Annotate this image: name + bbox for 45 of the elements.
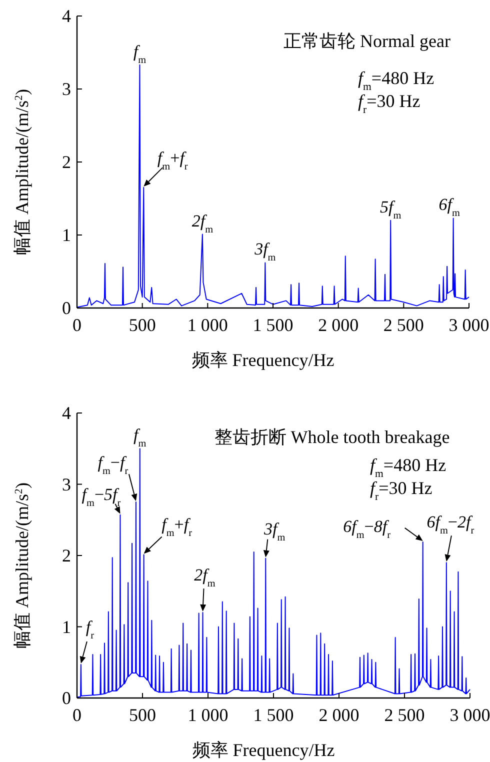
x-tick-label: 2 000 (318, 705, 360, 725)
x-tick-label: 3 000 (450, 705, 490, 725)
annotation: 2f$_{m}$ (192, 211, 214, 235)
annotation: 2f$_{m}$ (194, 566, 216, 589)
annotation: 5f$_{m}$ (380, 197, 402, 221)
annotation: f$_{m}$ (133, 42, 146, 66)
annotation: 3f$_{m}$ (254, 240, 276, 264)
text: 整齿折断 Whole tooth breakage (214, 427, 450, 447)
x-tick-label: 3 000 (448, 315, 490, 335)
y-tick-label: 0 (62, 688, 71, 708)
x-tick-label: 2 000 (318, 315, 359, 335)
y-tick-label: 2 (62, 546, 71, 566)
annotation: f$_{r}$=30 Hz (358, 91, 420, 116)
annotation: 6f$_{m}$−2f$_{r}$ (426, 512, 475, 536)
y-tick-label: 4 (62, 403, 71, 423)
x-tick-label: 1 000 (187, 315, 228, 335)
y-tick-label: 2 (62, 152, 71, 172)
x-tick-label: 1 500 (252, 315, 294, 335)
annotation: 6f$_{m}$−8f$_{r}$ (343, 516, 392, 540)
y-tick-label: 1 (62, 225, 71, 245)
annotation: f$_{m}$+f$_{r}$ (162, 514, 193, 538)
x-tick-label: 1 000 (188, 705, 228, 725)
annotation: f$_{m}$ (134, 426, 146, 450)
annotation: f$_{m}$=480 Hz (358, 68, 434, 93)
x-axis-title: 频率 Frequency/Hz (192, 350, 334, 370)
annotation: f$_{m}$=480 Hz (370, 455, 446, 480)
y-tick-label: 1 (62, 616, 71, 637)
annotation: 3f$_{m}$ (263, 519, 286, 543)
annotation: f$_{m}$−f$_{r}$ (98, 453, 129, 477)
y-tick-label: 3 (62, 79, 71, 99)
x-tick-label: 500 (129, 705, 156, 725)
x-tick-label: 2 500 (383, 315, 424, 335)
annotation: f$_{r}$ (86, 618, 95, 642)
x-axis-title: 频率 Frequency/Hz (192, 740, 335, 760)
text: 正常齿轮 Normal gear (284, 31, 450, 51)
y-tick-label: 0 (62, 298, 71, 318)
y-tick-label: 3 (62, 474, 71, 494)
y-tick-label: 4 (62, 6, 71, 26)
x-tick-label: 2 500 (384, 705, 425, 725)
x-tick-label: 500 (128, 315, 156, 335)
annotation: f$_{m}$+f$_{r}$ (157, 148, 188, 172)
annotation: 6f$_{m}$ (438, 195, 460, 219)
annotation: f$_{m}$−5f$_{r}$ (82, 484, 122, 508)
annotation: f$_{r}$=30 Hz (370, 478, 432, 503)
x-tick-label: 1 500 (253, 705, 294, 725)
